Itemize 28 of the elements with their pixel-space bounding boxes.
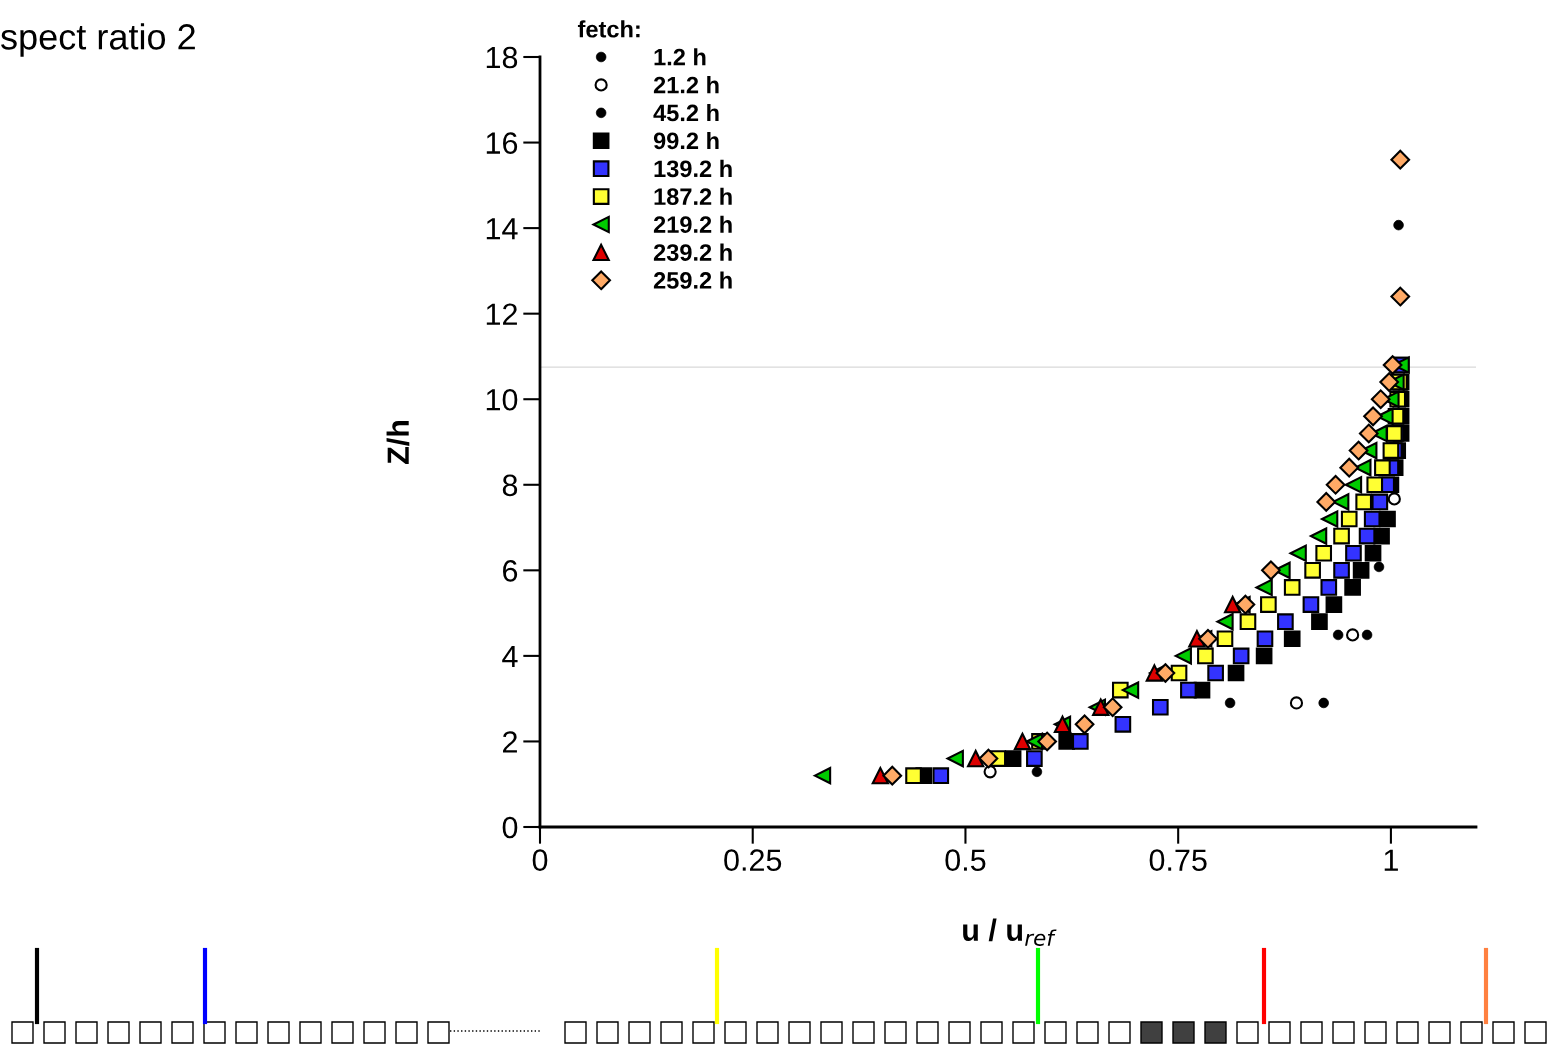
legend-label: 187.2 h <box>654 187 732 206</box>
legend-label: 139.2 h <box>654 159 732 178</box>
y-tick-label: 2 <box>503 731 517 753</box>
y-tick-label: 4 <box>502 645 518 667</box>
y-tick-label: 18 <box>486 46 518 69</box>
y-tick-label: 0 <box>502 816 518 839</box>
legend-label: 259.2 h <box>653 271 732 289</box>
y-tick-label: 12 <box>486 303 517 325</box>
text: spect ratio 2 <box>1 23 195 57</box>
legend-label: 99.2 h <box>653 131 719 150</box>
y-tick-label: 14 <box>486 218 518 240</box>
x-tick-label: 0.5 <box>945 849 986 871</box>
y-tick-label: 10 <box>486 388 518 411</box>
y-tick-label: 8 <box>502 474 518 497</box>
legend-label: 239.2 h <box>653 243 732 261</box>
legend-label: 219.2 h <box>653 215 732 233</box>
x-axis-title: u / u$_{ref}$ <box>963 918 1057 946</box>
y-tick-label: 16 <box>486 132 518 154</box>
legend-label: 45.2 h <box>653 103 719 122</box>
x-tick-label: 0.25 <box>724 849 782 871</box>
x-tick-label: 0 <box>532 849 548 871</box>
legend-label: 21.2 h <box>653 76 719 94</box>
y-tick-label: 6 <box>503 560 518 582</box>
y-axis-title: Z/h <box>386 420 410 464</box>
legend-title: fetch: <box>577 20 640 38</box>
legend-label: 1.2 h <box>654 48 706 66</box>
x-tick-label: 0.75 <box>1149 849 1207 871</box>
x-tick-label: 1 <box>1384 849 1398 871</box>
